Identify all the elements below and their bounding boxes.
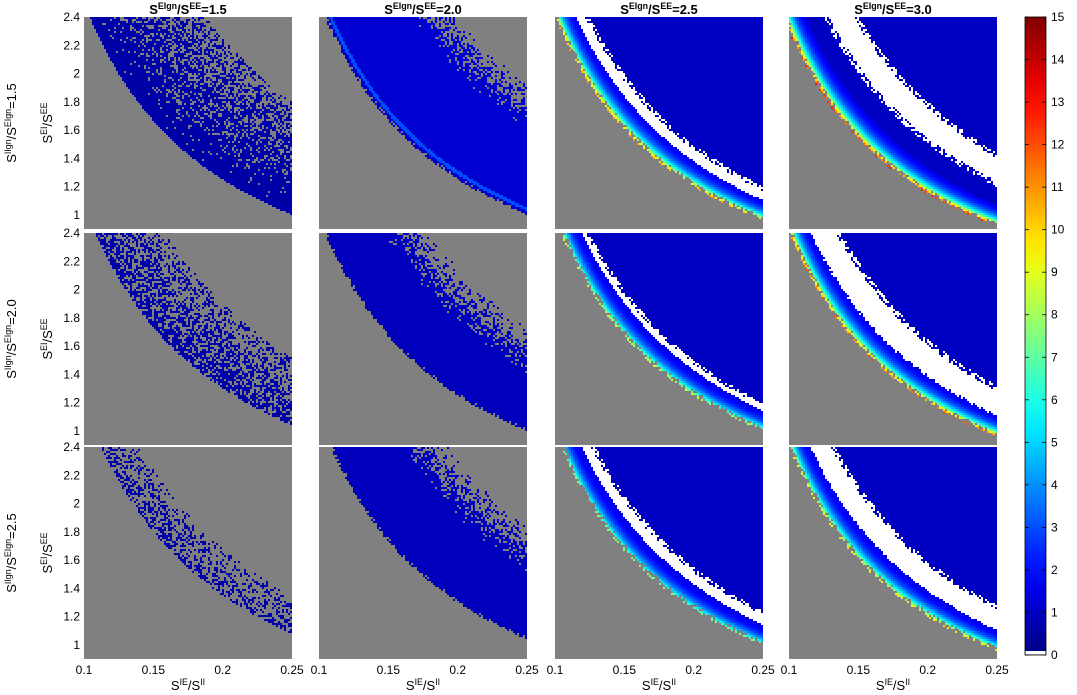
row-titles: SIIgn/SEIgn=1.5 SIIgn/SEIgn=2.0 SIIgn/SEIg…	[3, 83, 19, 593]
x-tick-label: 0.1	[76, 663, 93, 677]
y-tick-label: 1.4	[63, 151, 80, 165]
colorbar-tick-label: 10	[1051, 223, 1065, 237]
y-axis-label: SEI/SEE	[39, 102, 55, 143]
panel-r2-c4	[789, 233, 997, 445]
column-title-2: SEIgn/SEE=2.0	[384, 1, 462, 17]
y-tick-label: 2.4	[63, 10, 80, 24]
y-axis-label: SEI/SEE	[39, 532, 55, 573]
x-axis-label: SIE/SII	[642, 677, 676, 693]
x-axis-label: SIE/SII	[876, 677, 910, 693]
x-tick-label: 0.25	[515, 663, 539, 677]
panel-r3-c2: 0.1 0.15 0.2 0.25	[311, 447, 539, 677]
x-tick-label: 0.1	[311, 663, 328, 677]
y-tick-label: 1.4	[63, 581, 80, 595]
column-title-3: SEIgn/SEE=2.5	[620, 1, 698, 17]
y-tick-label: 1.6	[63, 123, 80, 137]
y-tick-label: 1.8	[63, 311, 80, 325]
colorbar-tick-label: 8	[1051, 308, 1058, 322]
panel-r3-c3: 0.1 0.15 0.2 0.25	[547, 447, 775, 677]
y-tick-label: 2.2	[63, 468, 80, 482]
x-tick-label: 0.25	[751, 663, 775, 677]
y-axis-label: SEI/SEE	[39, 318, 55, 359]
x-tick-label: 0.1	[547, 663, 564, 677]
y-tick-label: 2	[73, 497, 80, 511]
y-tick-label: 1.8	[63, 95, 80, 109]
colorbar-tick-label: 5	[1051, 435, 1058, 449]
y-tick-label: 1.8	[63, 525, 80, 539]
y-tick-label: 1.4	[63, 367, 80, 381]
y-tick-label: 1.2	[63, 396, 80, 410]
y-tick-label: 1.2	[63, 610, 80, 624]
panel-r1-c1: 1 1.2 1.4 1.6 1.8 2 2.2 2.4	[63, 10, 292, 229]
x-tick-label: 0.15	[142, 663, 166, 677]
y-tick-label: 2.2	[63, 38, 80, 52]
x-tick-label: 0.2	[214, 663, 231, 677]
row-title-3: SIIgn/SEIgn=2.5	[3, 513, 19, 593]
colorbar-tick-label: 2	[1051, 563, 1058, 577]
column-title-1: SEIgn/SEE=1.5	[149, 1, 227, 17]
column-title-4: SEIgn/SEE=3.0	[854, 1, 932, 17]
x-tick-label: 0.25	[280, 663, 304, 677]
colorbar-tick-label: 0	[1051, 648, 1058, 662]
panel-r2-c3	[555, 233, 763, 445]
x-tick-label: 0.15	[847, 663, 871, 677]
x-tick-label: 0.2	[685, 663, 702, 677]
y-tick-label: 2.2	[63, 254, 80, 268]
y-tick-label: 1	[73, 424, 80, 438]
colorbar-tick-label: 3	[1051, 520, 1058, 534]
y-tick-label: 1.6	[63, 553, 80, 567]
x-tick-label: 0.25	[985, 663, 1009, 677]
y-tick-label: 1	[73, 208, 80, 222]
panel-r1-c4	[789, 17, 997, 229]
x-axis-label: SIE/SII	[406, 677, 440, 693]
y-tick-label: 2.4	[63, 440, 80, 454]
x-tick-label: 0.2	[449, 663, 466, 677]
panel-r1-c3	[555, 17, 763, 229]
y-tick-label: 1.2	[63, 180, 80, 194]
colorbar-tick-label: 13	[1051, 95, 1065, 109]
colorbar-tick-label: 7	[1051, 350, 1058, 364]
y-tick-label: 2.4	[63, 226, 80, 240]
x-axis-label: SIE/SII	[171, 677, 205, 693]
colorbar-gradient	[1025, 17, 1046, 655]
x-tick-label: 0.2	[919, 663, 936, 677]
x-tick-label: 0.15	[613, 663, 637, 677]
column-titles: SEIgn/SEE=1.5 SEIgn/SEE=2.0 SEIgn/SEE=2.5 S…	[149, 1, 932, 17]
colorbar-tick-label: 14	[1051, 53, 1065, 67]
y-tick-label: 1.6	[63, 339, 80, 353]
panel-r3-c1: 1 1.2 1.4 1.6 1.8 2 2.2 2.4 0.1 0.15 0.2 0.25	[63, 440, 304, 677]
y-tick-label: 1	[73, 638, 80, 652]
colorbar-tick-label: 9	[1051, 265, 1058, 279]
panel-r1-c2	[319, 17, 527, 229]
colorbar-tick-label: 11	[1051, 180, 1064, 194]
colorbar-tick-label: 1	[1051, 605, 1058, 619]
row-title-1: SIIgn/SEIgn=1.5	[3, 83, 19, 163]
colorbar-tick-label: 12	[1051, 138, 1065, 152]
colorbar-tick-label: 4	[1051, 478, 1058, 492]
panel-r2-c2	[319, 233, 527, 445]
colorbar-tick-label: 15	[1051, 10, 1065, 24]
x-tick-label: 0.15	[377, 663, 401, 677]
x-tick-label: 0.1	[781, 663, 798, 677]
panel-r3-c4: 0.1 0.15 0.2 0.25	[781, 447, 1009, 677]
row-title-2: SIIgn/SEIgn=2.0	[3, 299, 19, 379]
panel-r2-c1: 1 1.2 1.4 1.6 1.8 2 2.2 2.4	[63, 226, 292, 445]
panel-grid: 1 1.2 1.4 1.6 1.8 2 2.2 2.4 1 1.2 1.4 1.6 1.8 2 2.2 2.4…	[63, 10, 1009, 677]
y-tick-label: 2	[73, 283, 80, 297]
y-tick-label: 2	[73, 67, 80, 81]
colorbar-tick-label: 6	[1051, 393, 1058, 407]
colorbar-nodata-swatch	[1026, 651, 1046, 655]
